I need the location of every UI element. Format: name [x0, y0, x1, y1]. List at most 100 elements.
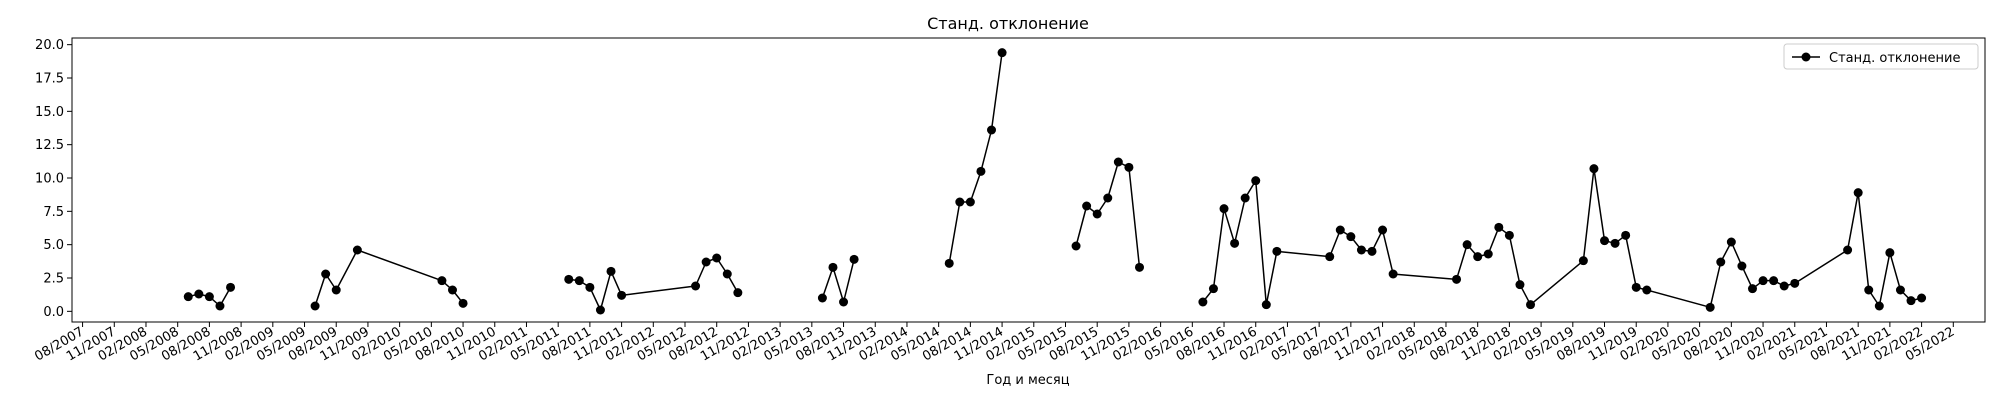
data-point-marker [1335, 225, 1345, 235]
data-point-marker [1705, 302, 1715, 312]
data-point-marker [1473, 252, 1483, 262]
x-axis-label: Год и месяц [986, 373, 1069, 388]
data-point-marker [701, 257, 711, 267]
data-point-marker [849, 254, 859, 264]
y-tick-label: 12.5 [35, 138, 64, 153]
data-point-marker [1716, 257, 1726, 267]
data-point-marker [437, 276, 447, 286]
data-point-marker [1600, 236, 1610, 246]
y-tick-label: 0.0 [43, 305, 64, 320]
data-point-marker [1494, 222, 1504, 232]
y-tick-label: 7.5 [43, 205, 64, 220]
legend-box [1783, 43, 1979, 70]
data-point-marker [1790, 278, 1800, 288]
data-point-marker [1610, 238, 1620, 248]
data-point-marker [1853, 188, 1863, 198]
data-point-marker [617, 290, 627, 300]
data-point-marker [1367, 246, 1377, 256]
data-point-marker [1631, 282, 1641, 292]
data-point-marker [944, 258, 954, 268]
data-point-marker [1113, 157, 1123, 167]
data-point-marker [722, 269, 732, 279]
data-point-marker [1726, 237, 1736, 247]
data-point-marker [1261, 300, 1271, 310]
data-point-marker [1272, 246, 1282, 256]
y-tick-label: 10.0 [35, 172, 64, 187]
data-point-marker [585, 282, 595, 292]
plot-frame [71, 37, 1986, 323]
data-point-marker [1747, 284, 1757, 294]
data-point-marker [1071, 241, 1081, 251]
data-point-marker [183, 292, 193, 302]
data-point-marker [352, 245, 362, 255]
data-point-marker [215, 301, 225, 311]
y-tick-label: 17.5 [35, 72, 64, 87]
data-point-marker [458, 298, 468, 308]
data-point-marker [1483, 249, 1493, 259]
data-point-marker [1325, 252, 1335, 262]
data-point-marker [1378, 225, 1388, 235]
data-point-marker [1082, 201, 1092, 211]
data-point-marker [1885, 248, 1895, 258]
data-point-marker [1769, 276, 1779, 286]
data-point-marker [204, 292, 214, 302]
data-point-marker [321, 269, 331, 279]
data-point-marker [1092, 209, 1102, 219]
data-point-marker [1906, 296, 1916, 306]
data-point-marker [606, 266, 616, 276]
data-point-marker [1779, 281, 1789, 291]
data-point-marker [997, 48, 1007, 58]
data-point-marker [331, 285, 341, 295]
data-point-marker [447, 285, 457, 295]
data-point-marker [1758, 276, 1768, 286]
data-point-marker [1240, 193, 1250, 203]
data-point-marker [1251, 176, 1261, 186]
data-point-marker [1388, 269, 1398, 279]
data-point-marker [1462, 240, 1472, 250]
data-point-marker [595, 305, 605, 315]
data-point-marker [976, 166, 986, 176]
data-point-marker [1452, 274, 1462, 284]
data-point-marker [1874, 301, 1884, 311]
plot-markers [183, 48, 1927, 315]
y-tick-label: 5.0 [43, 238, 64, 253]
data-point-marker [1578, 256, 1588, 266]
series-line-segment [948, 52, 1003, 264]
data-point-marker [965, 197, 975, 207]
data-point-marker [574, 276, 584, 286]
data-point-marker [1504, 230, 1514, 240]
series-line-segment [821, 259, 855, 303]
data-point-marker [987, 125, 997, 135]
data-point-marker [1895, 285, 1905, 295]
data-point-marker [1208, 284, 1218, 294]
data-point-marker [564, 274, 574, 284]
data-point-marker [1230, 238, 1240, 248]
data-point-marker [817, 293, 827, 303]
data-point-marker [1737, 261, 1747, 271]
data-point-marker [310, 301, 320, 311]
data-point-marker [1124, 162, 1134, 172]
data-point-marker [1917, 293, 1927, 303]
legend-entry-label: Станд. отклонение [1829, 51, 1960, 66]
data-point-marker [733, 288, 743, 298]
data-point-marker [1642, 285, 1652, 295]
data-point-marker [1843, 245, 1853, 255]
data-point-marker [1589, 164, 1599, 174]
y-tick-label: 2.5 [43, 272, 64, 287]
data-point-marker [1621, 230, 1631, 240]
data-point-marker [1864, 285, 1874, 295]
data-point-marker [1346, 232, 1356, 242]
legend: Станд. отклонение [1783, 43, 1979, 70]
data-point-marker [691, 281, 701, 291]
data-point-marker [1134, 262, 1144, 272]
data-point-marker [839, 297, 849, 307]
data-point-marker [1219, 204, 1229, 214]
data-point-marker [1103, 193, 1113, 203]
data-point-marker [828, 262, 838, 272]
data-point-marker [712, 253, 722, 263]
y-axis: 0.0 2.5 5.0 7.5 10.0 12.5 15.0 17.5 20.0 [35, 38, 72, 320]
data-point-marker [226, 282, 236, 292]
chart-title: Станд. отклонение [927, 14, 1089, 33]
y-tick-label: 20.0 [35, 38, 64, 53]
